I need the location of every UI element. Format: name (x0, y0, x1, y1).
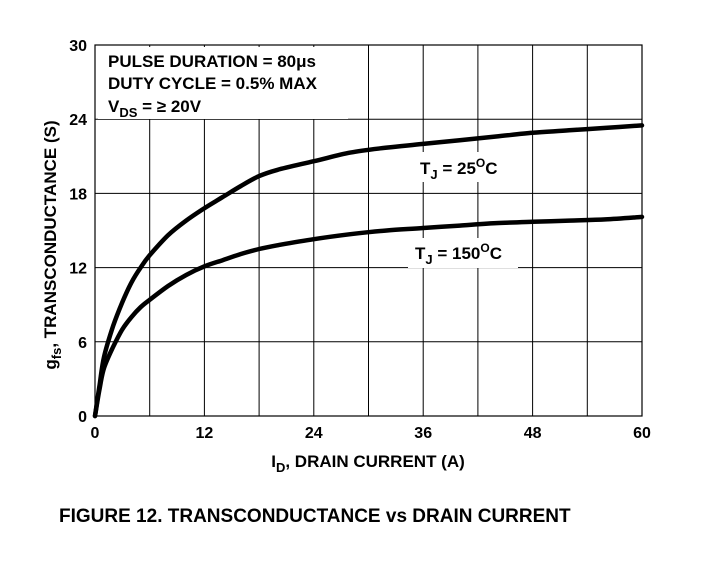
figure-caption: FIGURE 12. TRANSCONDUCTANCE vs DRAIN CUR… (59, 506, 571, 527)
series-label-150c: TJ = 150OC (415, 241, 502, 267)
label-bg-25c (412, 152, 512, 182)
x-tick-label: 0 (91, 425, 100, 442)
y-axis-title: gfs, TRANSCONDUCTANCE (S) (41, 120, 64, 369)
y-tick-label: 30 (69, 38, 87, 55)
x-tick-label: 60 (633, 425, 651, 442)
x-tick-label: 48 (524, 425, 542, 442)
x-tick-label: 24 (305, 425, 323, 442)
y-tick-labels: 0 6 12 18 24 30 (69, 38, 87, 426)
note-vds: VDS = ≥ 20V (108, 97, 202, 120)
x-tick-label: 12 (196, 425, 214, 442)
curves (92, 123, 645, 419)
transconductance-chart: 0 12 24 36 48 60 0 6 12 18 24 30 PULSE DURATION = … (41, 38, 651, 475)
series-line-150c (92, 214, 645, 419)
y-tick-label: 12 (69, 261, 87, 278)
series-line-25c (92, 123, 645, 419)
label-bg-150c (408, 238, 518, 268)
x-axis-title: ID, DRAIN CURRENT (A) (271, 452, 465, 475)
y-tick-label: 0 (78, 409, 87, 426)
plot-frame (94, 44, 643, 417)
y-tick-label: 18 (69, 186, 87, 203)
x-tick-label: 36 (414, 425, 432, 442)
notes-background (98, 47, 348, 119)
series-label-25c: TJ = 25OC (420, 156, 498, 182)
x-tick-labels: 0 12 24 36 48 60 (91, 425, 651, 442)
y-tick-label: 6 (78, 335, 87, 352)
note-duty-cycle: DUTY CYCLE = 0.5% MAX (108, 74, 318, 93)
note-pulse-duration: PULSE DURATION = 80μs (108, 52, 316, 71)
y-tick-label: 24 (69, 112, 87, 129)
